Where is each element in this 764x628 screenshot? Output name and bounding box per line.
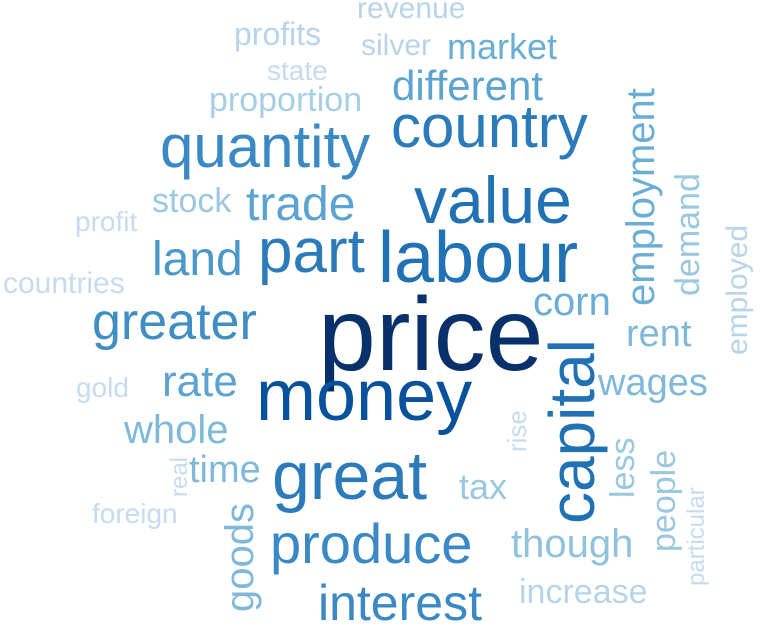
- word-tax: tax: [459, 466, 508, 507]
- word-great: great: [272, 438, 427, 514]
- word-goods: goods: [218, 503, 262, 612]
- word-wages: wages: [598, 362, 708, 404]
- word-foreign: foreign: [92, 498, 178, 529]
- word-state: state: [267, 55, 328, 86]
- word-rate: rate: [162, 357, 238, 406]
- word-though: though: [511, 522, 634, 566]
- word-increase: increase: [519, 573, 648, 611]
- word-produce: produce: [270, 512, 473, 575]
- word-profit: profit: [75, 206, 138, 237]
- word-corn: corn: [533, 280, 611, 324]
- word-demand: demand: [669, 173, 707, 296]
- word-quantity: quantity: [160, 113, 371, 180]
- word-less: less: [604, 437, 642, 498]
- word-profits: profits: [234, 16, 322, 52]
- word-country: country: [391, 93, 588, 160]
- word-land: land: [152, 233, 243, 286]
- word-market: market: [447, 26, 558, 67]
- word-particular: particular: [683, 487, 710, 586]
- word-labour: labour: [378, 218, 579, 298]
- word-revenue: revenue: [357, 0, 466, 25]
- word-interest: interest: [318, 575, 482, 628]
- word-people: people: [645, 449, 683, 552]
- word-value: value: [414, 163, 572, 237]
- word-different: different: [392, 62, 543, 109]
- word-proportion: proportion: [209, 81, 363, 119]
- word-rise: rise: [502, 410, 532, 452]
- word-countries: countries: [3, 267, 125, 300]
- word-real: real: [166, 456, 193, 497]
- word-capital: capital: [536, 339, 608, 524]
- word-employed: employed: [721, 224, 754, 355]
- word-time: time: [189, 449, 261, 491]
- word-money: money: [256, 356, 473, 436]
- word-trade: trade: [246, 178, 356, 231]
- word-part: part: [258, 217, 365, 286]
- word-price: price: [318, 277, 544, 393]
- word-stock: stock: [152, 182, 232, 220]
- word-silver: silver: [361, 29, 432, 62]
- word-gold: gold: [76, 372, 129, 403]
- word-rent: rent: [626, 313, 692, 355]
- word-employment: employment: [619, 88, 663, 306]
- word-greater: greater: [92, 293, 257, 351]
- word-whole: whole: [124, 408, 229, 452]
